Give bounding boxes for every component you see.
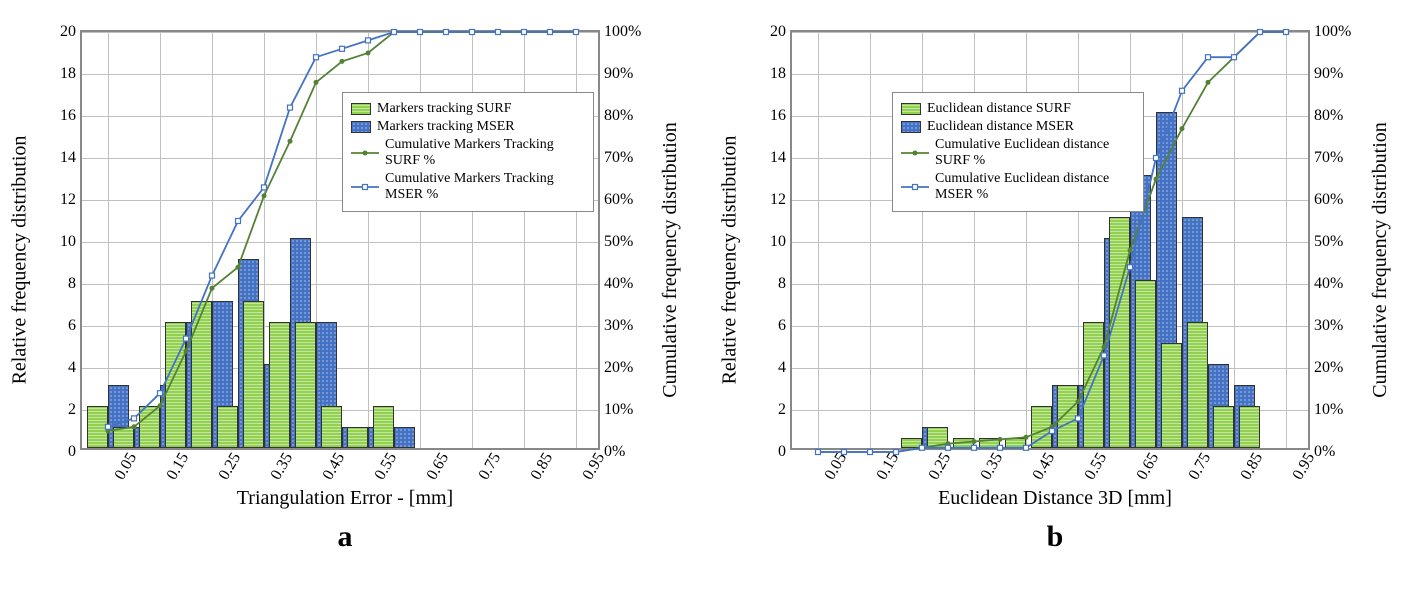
y-left-tick: 14 (60, 149, 82, 167)
figure-container: Relative frequency distribution Cumulati… (10, 10, 1405, 554)
x-tick: 0.45 (316, 448, 349, 483)
y-left-tick: 0 (68, 443, 82, 461)
legend-item: Cumulative Markers Tracking SURF % (351, 137, 585, 169)
y-right-tick: 20% (1308, 359, 1343, 377)
y-left-tick: 6 (68, 317, 82, 335)
y-right-label-a: Cumulative frequency distribution (659, 122, 682, 398)
legend-label: Cumulative Euclidean distance SURF % (935, 137, 1135, 169)
x-tick: 0.25 (922, 448, 955, 483)
y-left-label-a: Relative frequency distribution (9, 136, 32, 385)
y-right-tick: 90% (598, 65, 633, 83)
y-right-tick: 100% (1308, 23, 1351, 41)
y-left-tick: 16 (770, 107, 792, 125)
x-tick: 0.25 (212, 448, 245, 483)
y-right-tick: 100% (598, 23, 641, 41)
y-left-tick: 2 (68, 401, 82, 419)
legend-line-surf (351, 147, 379, 159)
panel-a: Relative frequency distribution Cumulati… (10, 10, 680, 554)
y-right-label-b: Cumulative frequency distribution (1369, 122, 1392, 398)
y-right-tick: 50% (598, 233, 633, 251)
legend: Euclidean distance SURF Euclidean distanc… (892, 92, 1144, 212)
y-left-tick: 14 (770, 149, 792, 167)
y-right-tick: 40% (1308, 275, 1343, 293)
x-tick: 0.15 (160, 448, 193, 483)
legend-label: Euclidean distance MSER (927, 119, 1074, 135)
legend-label: Markers tracking MSER (377, 119, 515, 135)
y-left-tick: 18 (770, 65, 792, 83)
legend-line-mser (901, 181, 929, 193)
y-right-tick: 10% (598, 401, 633, 419)
y-right-tick: 20% (598, 359, 633, 377)
y-left-tick: 18 (60, 65, 82, 83)
y-left-tick: 16 (60, 107, 82, 125)
x-tick: 0.75 (1182, 448, 1215, 483)
legend-item: Markers tracking MSER (351, 119, 585, 135)
plot-box-a: 024681012141618200%10%20%30%40%50%60%70%… (80, 30, 600, 450)
y-right-tick: 80% (1308, 107, 1343, 125)
chart-b-area: Relative frequency distribution Cumulati… (720, 10, 1390, 510)
x-tick: 0.65 (420, 448, 453, 483)
legend-item: Euclidean distance SURF (901, 101, 1135, 117)
y-left-tick: 0 (778, 443, 792, 461)
legend-item: Cumulative Euclidean distance MSER % (901, 171, 1135, 203)
x-label-a: Triangulation Error - [mm] (237, 487, 453, 510)
x-label-b: Euclidean Distance 3D [mm] (938, 487, 1172, 510)
x-tick: 0.85 (1234, 448, 1267, 483)
legend-label: Cumulative Euclidean distance MSER % (935, 171, 1135, 203)
y-right-tick: 30% (1308, 317, 1343, 335)
sublabel-b: b (720, 520, 1390, 554)
x-tick: 0.55 (368, 448, 401, 483)
y-left-tick: 4 (68, 359, 82, 377)
legend-line-surf (901, 147, 929, 159)
y-right-tick: 70% (598, 149, 633, 167)
x-tick: 0.75 (472, 448, 505, 483)
legend-swatch-mser (901, 121, 921, 133)
x-tick: 0.65 (1130, 448, 1163, 483)
legend-item: Cumulative Markers Tracking MSER % (351, 171, 585, 203)
x-tick: 0.45 (1026, 448, 1059, 483)
legend-line-mser (351, 181, 379, 193)
panel-b: Relative frequency distribution Cumulati… (720, 10, 1390, 554)
y-left-label-b: Relative frequency distribution (719, 136, 742, 385)
legend-label: Markers tracking SURF (377, 101, 512, 117)
y-right-tick: 80% (598, 107, 633, 125)
y-right-tick: 90% (1308, 65, 1343, 83)
legend-swatch-surf (901, 103, 921, 115)
y-left-tick: 4 (778, 359, 792, 377)
y-left-tick: 20 (770, 23, 792, 41)
legend-label: Cumulative Markers Tracking MSER % (385, 171, 585, 203)
y-left-tick: 8 (68, 275, 82, 293)
x-tick: 0.35 (264, 448, 297, 483)
y-left-tick: 10 (60, 233, 82, 251)
legend-label: Cumulative Markers Tracking SURF % (385, 137, 585, 169)
legend-swatch-mser (351, 121, 371, 133)
sublabel-a: a (10, 520, 680, 554)
chart-a-area: Relative frequency distribution Cumulati… (10, 10, 680, 510)
legend-item: Markers tracking SURF (351, 101, 585, 117)
y-left-tick: 2 (778, 401, 792, 419)
y-left-tick: 10 (770, 233, 792, 251)
x-tick: 0.55 (1078, 448, 1111, 483)
x-tick: 0.05 (108, 448, 141, 483)
y-right-tick: 60% (1308, 191, 1343, 209)
legend-item: Cumulative Euclidean distance SURF % (901, 137, 1135, 169)
x-tick: 0.35 (974, 448, 1007, 483)
y-right-tick: 70% (1308, 149, 1343, 167)
plot-box-b: 024681012141618200%10%20%30%40%50%60%70%… (790, 30, 1310, 450)
y-left-tick: 12 (770, 191, 792, 209)
legend-item: Euclidean distance MSER (901, 119, 1135, 135)
legend-swatch-surf (351, 103, 371, 115)
y-right-tick: 40% (598, 275, 633, 293)
legend: Markers tracking SURF Markers tracking MS… (342, 92, 594, 212)
y-left-tick: 8 (778, 275, 792, 293)
y-right-tick: 50% (1308, 233, 1343, 251)
legend-label: Euclidean distance SURF (927, 101, 1071, 117)
y-left-tick: 20 (60, 23, 82, 41)
y-left-tick: 6 (778, 317, 792, 335)
y-right-tick: 10% (1308, 401, 1343, 419)
y-right-tick: 30% (598, 317, 633, 335)
y-left-tick: 12 (60, 191, 82, 209)
x-tick: 0.85 (524, 448, 557, 483)
y-right-tick: 60% (598, 191, 633, 209)
